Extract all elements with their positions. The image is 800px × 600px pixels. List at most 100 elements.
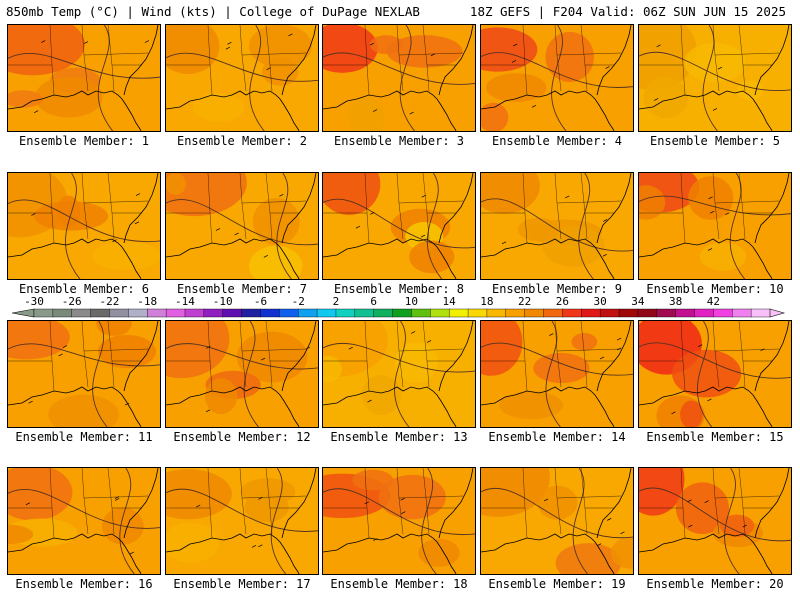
- coastline: [281, 25, 317, 96]
- state-border: [241, 495, 307, 499]
- colorbar-swatch: [109, 308, 129, 318]
- colorbar-swatch: [184, 308, 205, 318]
- temperature-anomaly-area: [481, 102, 509, 131]
- wind-barb: [251, 545, 257, 548]
- ensemble-map-panel: [322, 24, 476, 132]
- height-contour-line: [166, 343, 318, 370]
- ensemble-member-label: Ensemble Member: 8: [333, 282, 465, 296]
- coastline: [323, 238, 457, 279]
- state-border: [556, 495, 622, 499]
- wind-barb: [215, 228, 221, 231]
- temperature-anomaly-area: [517, 217, 560, 242]
- coastline: [323, 533, 457, 574]
- colorbar-swatch: [373, 308, 394, 318]
- temperature-field-map: [639, 173, 791, 279]
- temperature-anomaly-area: [8, 90, 43, 108]
- state-border: [714, 200, 780, 204]
- coastline: [123, 25, 159, 96]
- ensemble-member-label: Ensemble Member: 10: [646, 282, 784, 296]
- ensemble-member-label: Ensemble Member: 7: [176, 282, 308, 296]
- colorbar-swatch: [279, 308, 299, 318]
- wind-barb: [420, 234, 426, 238]
- temperature-field-map: [8, 321, 160, 427]
- ensemble-map-panel: [7, 320, 161, 428]
- wind-barb: [410, 331, 416, 334]
- wind-barb: [687, 499, 692, 503]
- coastline: [323, 386, 457, 427]
- height-contour-line: [551, 25, 567, 131]
- height-contour-line: [399, 25, 416, 131]
- coastline: [8, 386, 142, 427]
- colorbar-swatch: [392, 308, 412, 318]
- state-border: [241, 200, 307, 204]
- wind-barb: [616, 337, 622, 341]
- ensemble-member-label: Ensemble Member: 4: [491, 134, 623, 148]
- colorbar-swatch: [71, 308, 92, 318]
- coastline: [438, 173, 474, 244]
- wind-barb: [602, 253, 607, 257]
- wind-barb: [258, 497, 263, 500]
- height-contour-line: [729, 173, 746, 279]
- state-border: [556, 348, 622, 352]
- wind-barb: [31, 213, 36, 216]
- wind-barb: [671, 411, 676, 415]
- ensemble-map-panel: [638, 467, 792, 575]
- temperature-anomaly-area: [418, 538, 460, 567]
- height-contour-line: [426, 173, 443, 279]
- wind-barb: [607, 518, 612, 521]
- coastline: [8, 238, 142, 279]
- colorbar-swatch: [165, 308, 186, 318]
- temperature-anomaly-area: [639, 25, 697, 91]
- height-contour-line: [724, 468, 740, 574]
- height-contour-line: [481, 342, 633, 376]
- height-contour-line: [323, 198, 475, 249]
- wind-barb: [196, 504, 201, 508]
- temperature-anomaly-area: [555, 543, 622, 574]
- colorbar-tick-label: -30: [24, 295, 44, 308]
- state-border: [398, 348, 464, 352]
- temperature-field-map: [323, 25, 475, 131]
- wind-barb: [605, 66, 610, 69]
- ensemble-map-panel: [480, 320, 634, 428]
- temperature-anomaly-area: [8, 321, 70, 360]
- coastline: [639, 533, 773, 574]
- temperature-anomaly-area: [205, 378, 238, 415]
- temperature-anomaly-area: [192, 92, 245, 122]
- wind-barb: [707, 398, 712, 402]
- ensemble-map-panel: [638, 172, 792, 280]
- temperature-anomaly-area: [386, 35, 463, 68]
- wind-barb: [373, 538, 378, 541]
- temperature-anomaly-area: [8, 25, 85, 76]
- temperature-anomaly-area: [699, 242, 747, 271]
- colorbar-swatch: [33, 308, 54, 318]
- wind-barb: [266, 67, 271, 70]
- wind-barb: [597, 543, 602, 547]
- ensemble-member-label: Ensemble Member: 13: [330, 430, 468, 444]
- temperature-field-map: [166, 468, 318, 574]
- coastline: [596, 25, 632, 96]
- wind-barb: [225, 46, 231, 50]
- height-contour-line: [481, 198, 633, 252]
- wind-barb: [348, 346, 353, 350]
- wind-barb: [58, 353, 63, 357]
- colorbar-swatch: [147, 308, 167, 318]
- coastline: [438, 321, 474, 392]
- wind-barb: [710, 210, 715, 214]
- wind-barb: [531, 104, 537, 108]
- temperature-anomaly-area: [252, 198, 300, 245]
- wind-barb: [712, 108, 718, 111]
- temperature-field-map: [481, 321, 633, 427]
- temperature-anomaly-area: [323, 25, 378, 73]
- temperature-anomaly-area: [481, 468, 550, 517]
- colorbar-high-arrow: [769, 308, 786, 318]
- colorbar-swatch: [203, 308, 224, 318]
- wind-barb: [602, 219, 608, 222]
- ensemble-member-label: Ensemble Member: 9: [491, 282, 623, 296]
- wind-barb: [370, 211, 375, 215]
- height-contour-line: [276, 173, 293, 279]
- wind-barb: [135, 193, 141, 196]
- temperature-anomaly-area: [486, 73, 547, 102]
- temperature-anomaly-area: [166, 173, 247, 217]
- colorbar-swatch: [637, 308, 658, 318]
- colorbar-swatch: [298, 308, 318, 318]
